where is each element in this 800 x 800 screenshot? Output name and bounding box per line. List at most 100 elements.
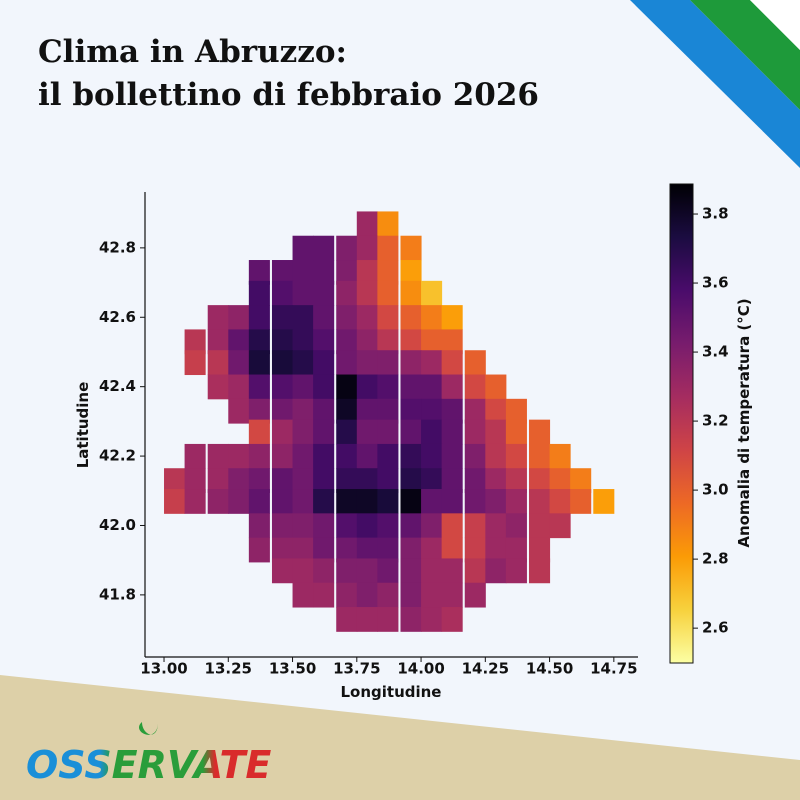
heatmap-cell [529,419,551,445]
heatmap-cell [248,419,270,445]
colorbar [669,183,694,664]
heatmap-cell [485,374,507,400]
heatmap-cell [248,468,270,494]
heatmap-cell [248,374,270,400]
heatmap-cell [505,537,527,563]
heatmap-cell [464,558,486,584]
heatmap-cell [313,443,335,469]
brand-leaf [139,722,158,735]
heatmap-cell [313,280,335,306]
heatmap-cell [485,398,507,424]
heatmap-cell [336,350,358,376]
heatmap-cell [485,419,507,445]
heatmap-cell [336,305,358,330]
heatmap-cell [356,374,378,400]
heatmap-cell [313,260,335,285]
title-line: Clima in Abruzzo: [38,34,347,70]
heatmap-cell [505,489,527,514]
heatmap-cell [421,537,443,563]
heatmap-cell [400,280,422,306]
heatmap-cell [313,235,335,261]
heatmap-cell [336,607,358,632]
heatmap-cell [356,211,378,237]
heatmap-cell [248,280,270,306]
heatmap-cell [228,329,250,355]
heatmap-cell [464,513,486,539]
heatmap-cell [356,558,378,584]
x-tick-label: 13.00 [140,660,187,678]
x-tick-label: 14.00 [397,660,444,678]
heatmap-cell [377,443,399,469]
heatmap-cell [271,468,294,494]
heatmap-cell [400,329,422,355]
heatmap-cell [549,443,571,469]
heatmap-cell [441,374,463,400]
heatmap-cell [248,260,270,285]
heatmap-cell [336,443,358,469]
heatmap-cell [292,235,314,261]
x-tick-label: 13.75 [333,660,380,678]
heatmap-cell [271,280,294,306]
heatmap-cell [336,374,358,400]
heatmap-cell [292,419,314,445]
heatmap-cell [529,489,551,514]
heatmap-cell [248,443,270,469]
heatmap-cell [271,513,294,539]
heatmap-cell [400,374,422,400]
heatmap-cell [377,350,399,376]
heatmap-cell [228,489,250,514]
heatmap-cell [421,398,443,424]
heatmap-cell [421,607,443,632]
heatmap-cell [356,489,378,514]
heatmap-cell [184,443,206,469]
heatmap-cell [464,582,486,608]
heatmap-cell [336,280,358,306]
heatmap-cell [377,260,399,285]
colorbar-tick-label: 3.4 [702,343,729,361]
heatmap-cell [207,350,229,376]
y-axis-label: Latitudine [74,382,92,469]
heatmap-cell [228,398,250,424]
y-tick-label: 41.8 [99,585,136,603]
corner-stripe-green [690,0,800,110]
heatmap-cell [292,558,314,584]
heatmap-cell [570,468,592,494]
heatmap-cell [421,558,443,584]
heatmap-cell [377,537,399,563]
heatmap-cell [549,513,571,539]
heatmap-cell [228,305,250,330]
heatmap-cell [377,558,399,584]
heatmap-cell [356,537,378,563]
heatmap-cell [336,537,358,563]
heatmap-cell [313,329,335,355]
heatmap-cell [248,489,270,514]
heatmap-cell [248,398,270,424]
heatmap-cell [464,468,486,494]
heatmap-cell [336,489,358,514]
heatmap-cell [485,443,507,469]
heatmap-cell [356,260,378,285]
heatmap-cell [441,607,463,632]
heatmap-cell [292,468,314,494]
heatmap-cell [377,329,399,355]
heatmap-cell [164,489,186,514]
heatmap-cell [313,419,335,445]
heatmap-cell [441,468,463,494]
heatmap-cell [248,513,270,539]
heatmap-cell [464,398,486,424]
heatmap-cell [464,374,486,400]
heatmap-cell [271,537,294,563]
heatmap-cell [505,419,527,445]
heatmap-cell [441,443,463,469]
heatmap-cell [400,350,422,376]
heatmap-cell [292,513,314,539]
colorbar-label: Anomalia di temperatura (°C) [735,298,753,547]
heatmap-cell [292,260,314,285]
heatmap-cell [421,468,443,494]
y-tick-label: 42.0 [99,516,136,534]
heatmap-cell [441,513,463,539]
colorbar-tick-label: 2.6 [702,619,729,637]
heatmap-cell [400,419,422,445]
heatmap-cell [336,329,358,355]
heatmap-cell [313,537,335,563]
